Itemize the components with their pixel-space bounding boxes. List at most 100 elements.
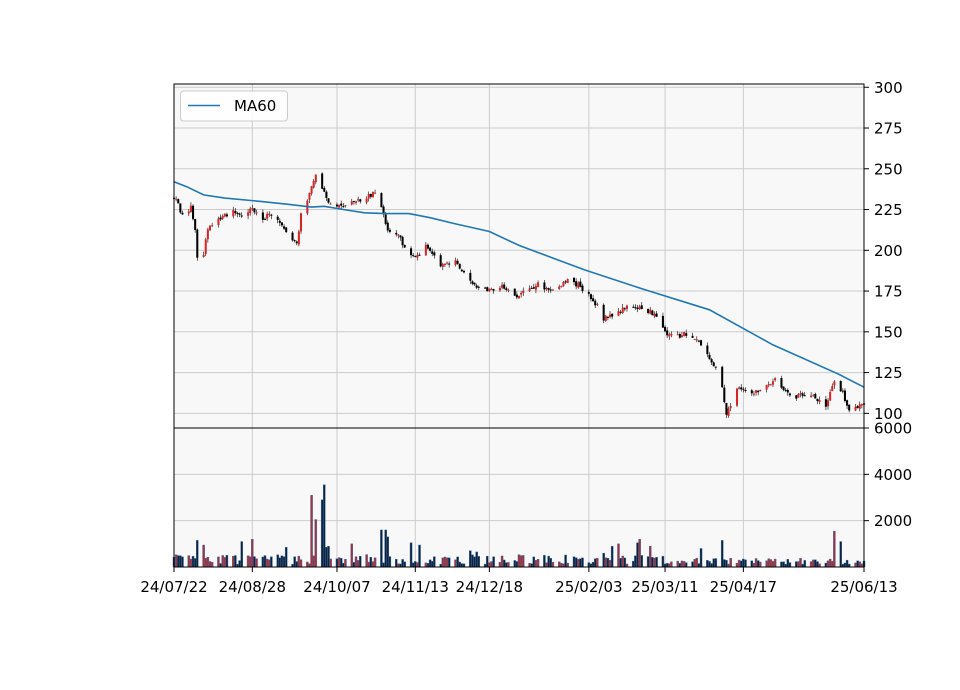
candle [691,332,694,338]
candle-body [194,218,197,230]
candle [276,215,279,224]
candle [181,210,184,215]
x-tick-label: 24/12/18 [456,578,523,596]
candle [397,233,400,239]
candle [374,189,377,195]
volume-bar [581,557,584,568]
candle [338,204,341,209]
volume-bar [505,562,508,568]
candle [786,388,789,396]
candle-body [549,289,552,291]
candle-body [342,206,345,208]
candle-body [276,216,279,220]
candle-body [788,393,791,396]
candle [592,295,595,302]
candle [801,391,804,399]
candle [668,332,671,340]
candle [697,339,700,343]
candle [564,280,567,285]
candle-body [649,309,652,314]
volume-y-tick-label: 6000 [874,420,912,438]
candle-body [208,225,212,231]
volume-bar [579,558,582,568]
candle-body [247,212,250,216]
volume-bar [312,555,315,568]
candle [528,285,531,293]
candle-body [695,339,698,341]
candle-body [602,304,605,321]
volume-bar [490,561,493,568]
candle-body [833,381,836,386]
volume-bar [492,556,495,568]
volume-bar [308,563,311,568]
candle [534,283,537,294]
candle [750,388,753,396]
candle-body [759,389,762,392]
candle-body [249,208,252,214]
candle [219,214,222,221]
candle-body [765,385,768,390]
candle [443,263,446,267]
candle-body [503,284,506,289]
candle [833,380,836,389]
candle [460,268,463,272]
candle [352,200,355,205]
candle-body [829,392,832,401]
volume-bar [477,556,481,568]
volume-y-tick-label: 2000 [874,512,912,530]
candle [217,216,220,228]
volume-bar [181,556,184,568]
volume-bar [621,555,624,568]
candle-body [232,209,235,217]
volume-bar [204,558,207,568]
candle-body [295,241,298,244]
candle [664,325,667,333]
volume-bar [507,562,510,568]
volume-bar [648,545,652,568]
candle [448,261,451,268]
volume-bar [858,561,861,568]
candle [503,282,506,290]
candle-body [691,335,694,338]
candle [604,314,607,322]
volume-bar [367,561,370,568]
candle-body [566,279,569,284]
candle [744,387,747,393]
volume-bar [765,560,768,568]
candle-body [354,201,358,203]
candle-body [757,390,760,393]
candle [661,312,664,328]
candle [706,342,709,358]
candle-body [782,386,785,390]
volume-bar [299,559,303,568]
candle [240,212,243,219]
volume-bar [828,558,832,568]
volume-bar [395,559,398,568]
candle-body [831,386,834,392]
candle [469,269,472,285]
candle-body [647,308,650,314]
volume-bar [720,540,724,568]
candle-body [462,270,465,273]
candle-body [369,193,372,197]
candle-body [532,287,535,289]
volume-bar [610,545,614,568]
candle [206,227,209,243]
candle [232,206,235,219]
candle [723,384,726,404]
candle-body [439,255,442,267]
candle [323,186,326,193]
volume-bar [498,562,502,568]
volume-bar [210,562,214,568]
volume-bar [856,560,859,568]
candle [532,283,535,289]
candle [202,251,205,258]
volume-bar [486,555,489,568]
candle [359,198,362,204]
legend-box [180,90,288,122]
volume-bar [371,561,375,568]
volume-bar [280,555,284,568]
candle [327,198,330,204]
candle-body [380,193,383,208]
candle [814,392,817,399]
